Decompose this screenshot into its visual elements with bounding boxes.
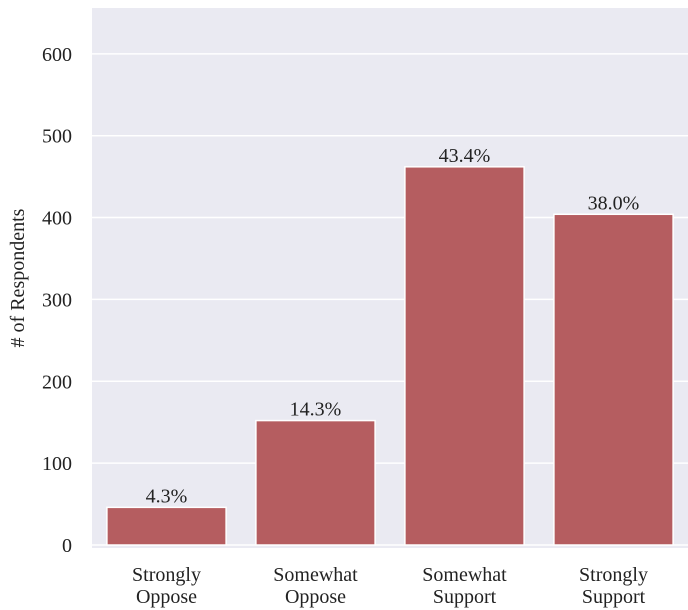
bar: [255, 419, 376, 546]
y-tick-label: 200: [42, 371, 72, 393]
bar-annotation: 38.0%: [588, 192, 640, 214]
bar-annotation: 43.4%: [439, 145, 491, 167]
bar-annotation: 14.3%: [290, 399, 342, 421]
y-tick-label: 600: [42, 44, 72, 66]
x-tick-label: Somewhat Support: [422, 564, 507, 608]
x-tick-label: Somewhat Oppose: [273, 564, 358, 608]
y-tick-label: 300: [42, 289, 72, 311]
y-tick-label: 100: [42, 453, 72, 475]
y-tick-label: 400: [42, 208, 72, 230]
y-axis-label: # of Respondents: [7, 208, 29, 347]
y-tick-label: 500: [42, 126, 72, 148]
x-tick-label: Strongly Support: [579, 564, 648, 608]
x-tick-label: Strongly Oppose: [132, 564, 201, 608]
bar-annotation: 4.3%: [146, 485, 188, 507]
bar: [404, 166, 525, 546]
bar: [553, 213, 674, 546]
y-tick-label: 0: [62, 535, 72, 557]
bar: [106, 506, 227, 546]
